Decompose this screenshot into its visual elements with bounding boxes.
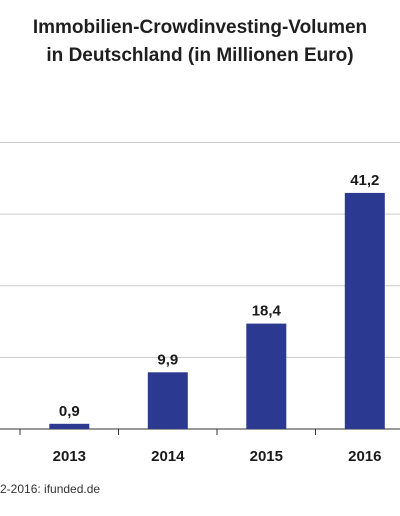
- data-label-2015: 18,4: [252, 303, 282, 320]
- x-tick-label-2013: 2013: [53, 448, 86, 465]
- x-tick-label-2016: 2016: [348, 448, 381, 465]
- data-label-2014: 9,9: [157, 351, 178, 368]
- bar-2014: [147, 372, 188, 429]
- source-note: 2-2016: ifunded.de: [0, 482, 101, 496]
- x-tick-label-2014: 2014: [151, 448, 185, 465]
- chart-title: Immobilien-Crowdinvesting-Volumen in Deu…: [0, 14, 400, 70]
- chart-title-line-2: in Deutschland (in Millionen Euro): [46, 45, 354, 66]
- bar-2013: [49, 423, 90, 429]
- bar-2015: [246, 323, 287, 429]
- bar-2016: [344, 192, 385, 429]
- x-tick-label-2015: 2015: [250, 448, 283, 465]
- chart-title-line-1: Immobilien-Crowdinvesting-Volumen: [32, 17, 368, 38]
- data-label-2013: 0,9: [59, 403, 80, 420]
- data-label-2016: 41,2: [350, 172, 379, 189]
